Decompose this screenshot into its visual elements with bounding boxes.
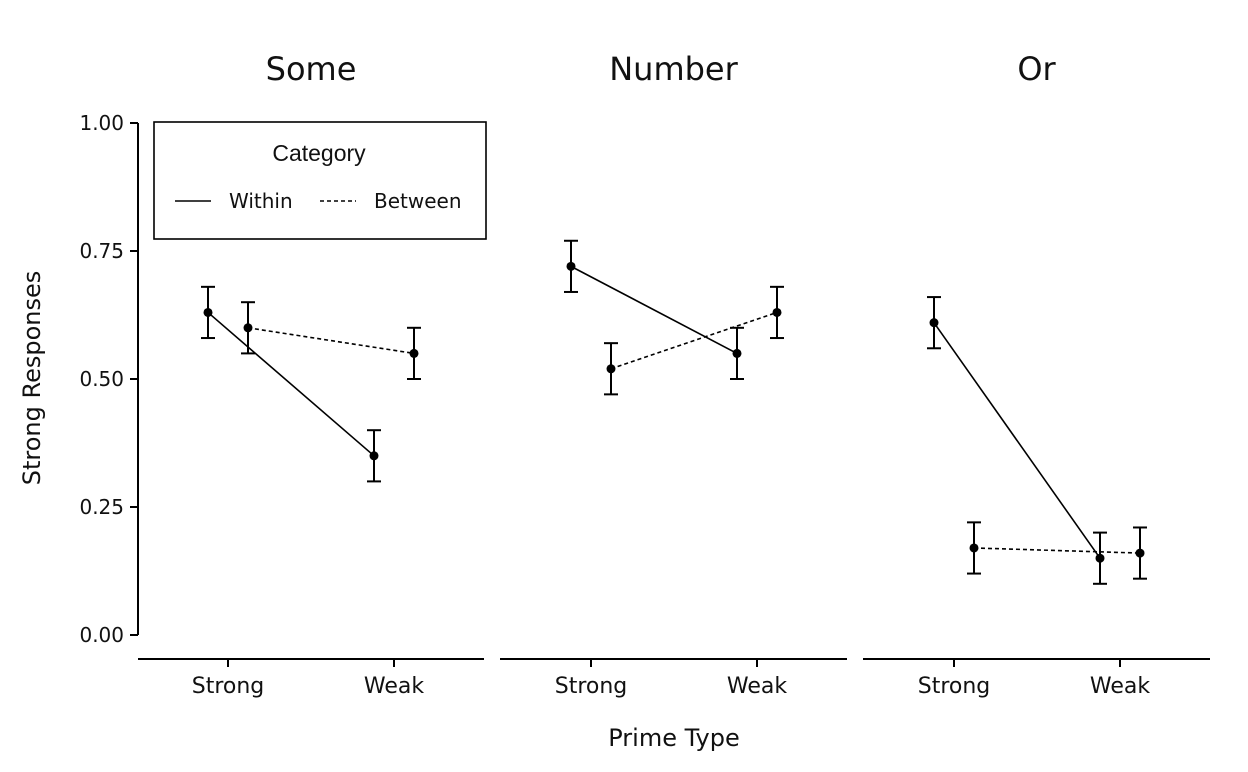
legend-box — [153, 121, 487, 240]
y-tick-label: 0.25 — [79, 495, 124, 519]
x-tick-label: Weak — [727, 674, 787, 699]
series-line-within — [570, 265, 738, 355]
data-point-within — [929, 318, 939, 328]
series-line-between — [610, 311, 778, 370]
data-point-between — [969, 543, 979, 553]
panel-title: Number — [609, 50, 738, 88]
legend: Category Within Between — [153, 121, 487, 240]
series-line-between — [247, 327, 415, 355]
x-tick-label: Strong — [918, 674, 991, 699]
data-point-within — [203, 307, 213, 317]
data-point-between — [772, 307, 782, 317]
x-axis-title: Prime Type — [608, 724, 739, 752]
y-tick-label: 0.75 — [79, 239, 124, 263]
legend-title: Category — [272, 140, 366, 166]
data-point-within — [732, 348, 742, 358]
x-tick-label: Weak — [1090, 674, 1150, 699]
series-line-between — [973, 547, 1141, 554]
data-point-within — [1095, 553, 1105, 563]
y-tick-label: 0.00 — [79, 623, 124, 647]
y-tick-label: 1.00 — [79, 111, 124, 135]
legend-label-within: Within — [229, 189, 293, 213]
legend-label-between: Between — [374, 189, 462, 213]
y-axis-title: Strong Responses — [18, 271, 46, 486]
panel-title: Or — [1017, 50, 1056, 88]
panel-or: Or Strong Weak — [863, 50, 1210, 699]
data-point-between — [409, 348, 419, 358]
panel-number: Number Strong Weak — [500, 50, 847, 699]
panel-title: Some — [266, 50, 357, 88]
panel-some: Some Strong Weak — [138, 50, 484, 699]
y-tick-label: 0.50 — [79, 367, 124, 391]
series-line-within — [207, 311, 375, 457]
series-line-within — [933, 322, 1101, 559]
x-tick-label: Strong — [192, 674, 265, 699]
data-point-within — [566, 261, 576, 271]
x-tick-label: Strong — [555, 674, 628, 699]
data-point-between — [606, 364, 616, 374]
x-tick-label: Weak — [364, 674, 424, 699]
data-point-between — [243, 323, 253, 333]
data-point-within — [369, 451, 379, 461]
data-point-between — [1135, 548, 1145, 558]
